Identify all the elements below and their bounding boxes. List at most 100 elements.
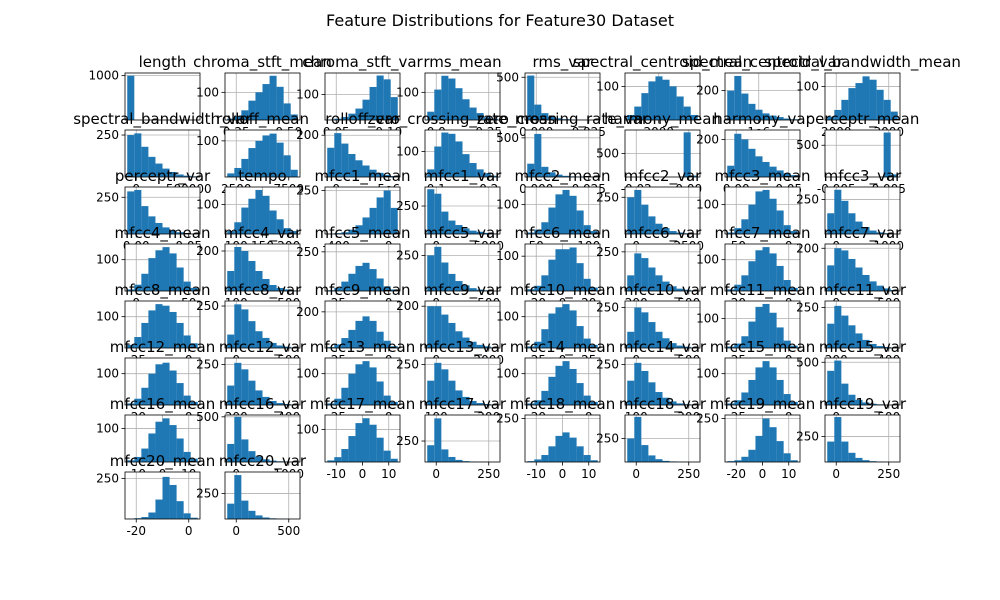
panel-title: mfcc16_var [219,395,307,414]
histogram-bar [641,93,649,120]
histogram-bar [655,392,663,405]
histogram-bar [834,305,842,348]
histogram-bar [855,457,863,462]
histogram-bar [834,417,842,462]
histogram-bar [434,193,442,234]
histogram-bar [434,146,442,177]
histogram-bar [155,499,163,519]
panel-title: mfcc15_var [819,338,907,357]
histogram-bar [441,262,449,291]
histogram-bar [562,432,570,462]
histogram-bar [883,233,891,234]
histogram-bar [841,441,849,462]
histogram-bar [262,135,270,177]
histogram-bar [869,403,877,405]
histogram-bar [783,118,791,120]
histogram-bar [362,217,370,234]
panel-title: zero_crossing_rate_mean [368,110,558,129]
histogram-bar [434,418,442,462]
panel-mfcc17-var: 250 0 250 mfcc17_var [396,395,507,481]
y-tick-label: 100 [696,198,719,212]
histogram-bar [683,404,691,405]
histogram-bar [262,517,270,519]
histogram-bar [548,313,556,348]
histogram-bar [234,362,242,405]
panel-title: spectral_bandwidth_var [73,110,252,129]
histogram-bar [734,343,742,348]
histogram-bar [855,399,863,405]
histogram-bar [762,189,770,234]
y-tick-label: 250 [696,411,719,425]
histogram-bar [576,383,584,405]
histogram-bar [727,90,735,120]
histogram-bar [369,207,377,234]
histogram-bar [276,142,284,177]
panel-title: mfcc15_mean [710,338,816,357]
x-tick-label: 0 [359,467,367,481]
histogram-bar [427,445,435,462]
histogram-bar [883,288,891,291]
histogram-bar [576,263,584,291]
histogram-bar [141,448,149,462]
histogram-bar [848,452,856,462]
histogram-bar [227,443,235,462]
histogram-bar [627,331,635,348]
histogram-bar [727,232,735,234]
histogram-bar [648,455,656,462]
panel-title: mfcc8_var [224,281,302,300]
histogram-bar [583,338,591,348]
histogram-bar [441,314,449,348]
histogram-bar [127,403,135,405]
histogram-bar [727,346,735,348]
histogram-bar [234,416,242,462]
histogram-bar [883,347,891,348]
histogram-bar [434,246,442,291]
histogram-bar [141,517,149,519]
y-tick-label: 250 [196,357,219,371]
histogram-bar [741,456,749,462]
histogram-bar [241,369,249,405]
histogram-bar [383,450,391,462]
histogram-bar [141,322,149,348]
y-tick-label: 500 [496,70,519,84]
histogram-bar [541,166,549,177]
y-tick-label: 100 [96,310,119,324]
histogram-bar [341,338,349,348]
x-tick-label: 10 [581,467,596,481]
histogram-bar [190,517,198,519]
histogram-bar [576,210,584,234]
histogram-bar [527,403,535,405]
histogram-bar [169,171,177,177]
histogram-bar [583,395,591,405]
panel-title: mfcc6_var [624,224,702,243]
panel-frame [824,414,901,463]
histogram-bar [762,361,770,405]
histogram-bar [462,154,470,177]
x-tick-label: 500 [277,524,300,538]
histogram-bar [327,403,335,405]
x-tick-label: -10 [326,467,346,481]
histogram-bar [462,99,470,120]
histogram-bar [441,75,449,120]
panel-title: mfcc19_mean [710,395,816,414]
histogram-bar [255,515,263,519]
histogram-bar [490,118,498,120]
histogram-bar [727,403,735,405]
histogram-bar [276,219,284,234]
histogram-bar [448,220,456,234]
histogram-bar [255,189,263,234]
panel-frame [824,186,901,235]
histogram-bar [241,439,249,462]
panel-frame [824,129,901,178]
histogram-bar [741,93,749,120]
histogram-bar [483,117,491,120]
histogram-bar [134,189,142,234]
histogram-bar [376,331,384,348]
histogram-bar [590,401,598,405]
histogram-bar [234,247,242,291]
y-tick-label: 500 [796,138,819,152]
panel-length: 1000 length [88,53,201,121]
panel-frame [224,129,301,178]
histogram-bar [827,323,835,348]
